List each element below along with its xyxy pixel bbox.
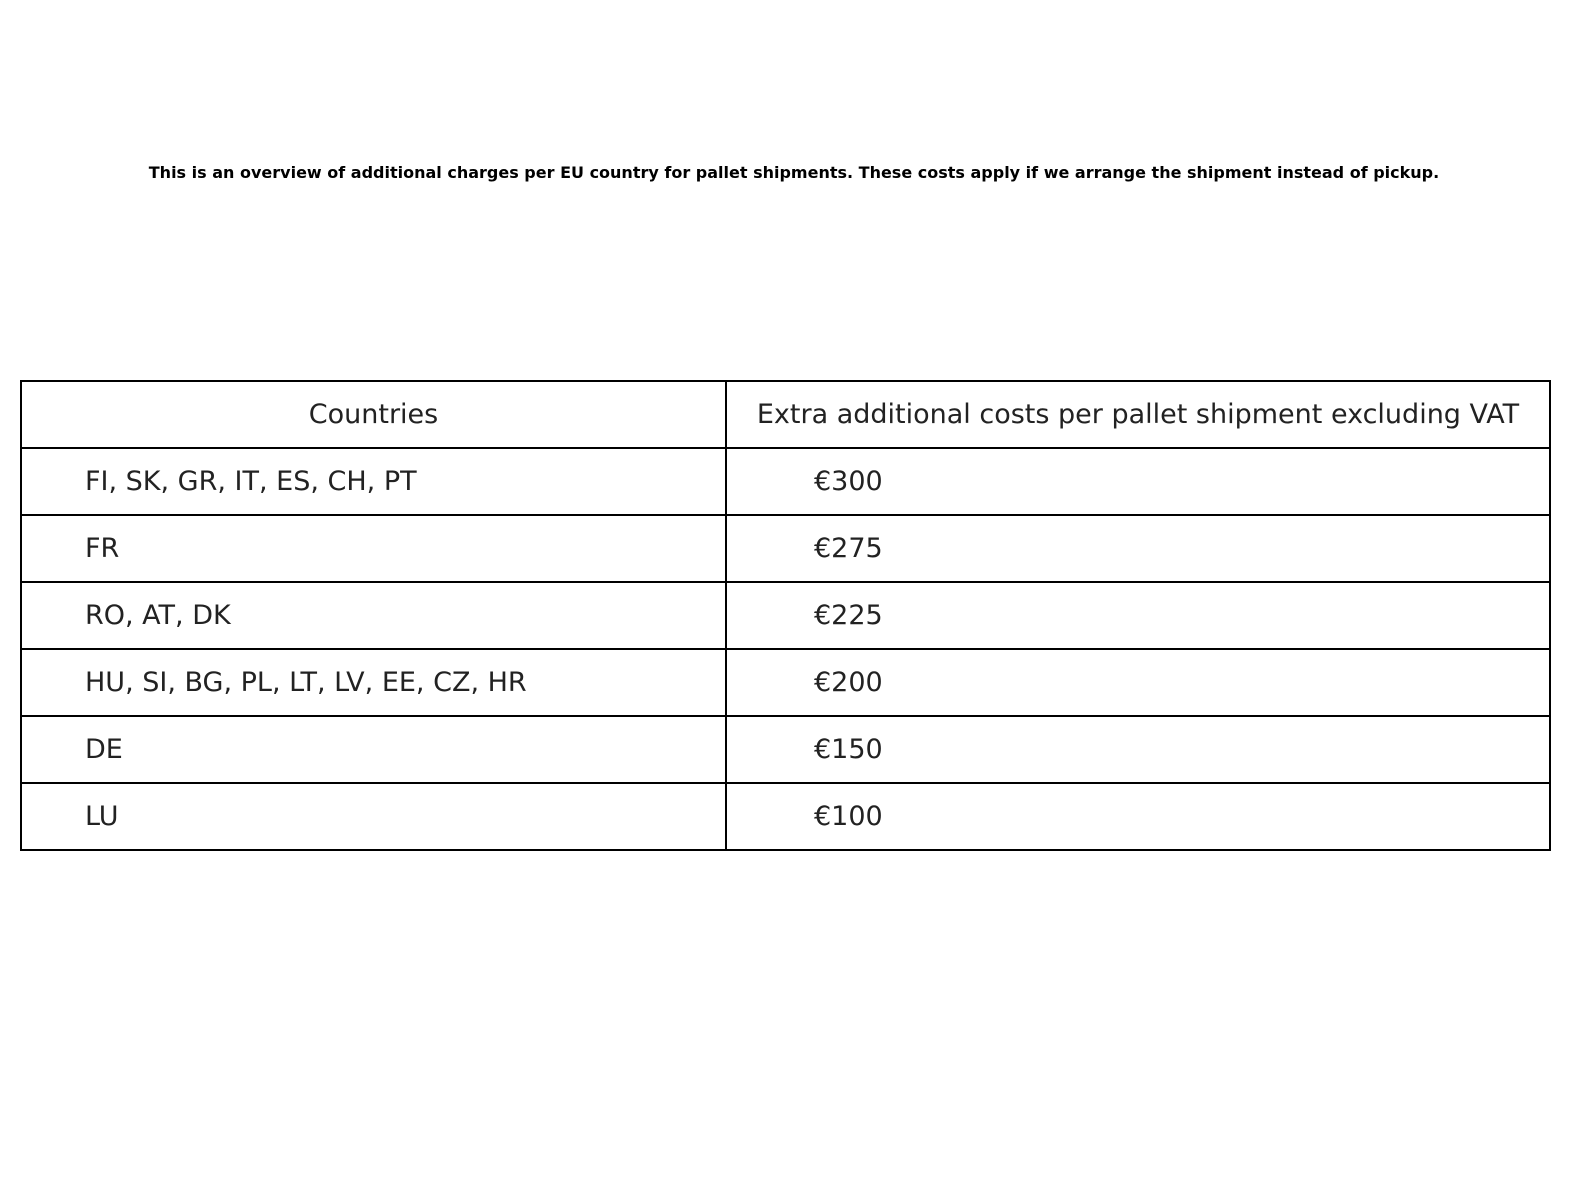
- countries-cell: FR: [20, 514, 727, 583]
- cost-cell: €100: [725, 782, 1551, 851]
- table-caption: This is an overview of additional charge…: [148, 163, 1440, 182]
- table-row: FR €275: [20, 514, 1551, 583]
- cost-cell: €275: [725, 514, 1551, 583]
- charges-table: Countries Extra additional costs per pal…: [20, 380, 1551, 851]
- column-header-countries: Countries: [20, 380, 727, 449]
- header-row: Countries Extra additional costs per pal…: [20, 380, 1551, 449]
- table-row: DE €150: [20, 715, 1551, 784]
- countries-cell: HU, SI, BG, PL, LT, LV, EE, CZ, HR: [20, 648, 727, 717]
- table-row: HU, SI, BG, PL, LT, LV, EE, CZ, HR €200: [20, 648, 1551, 717]
- column-header-costs: Extra additional costs per pallet shipme…: [725, 380, 1551, 449]
- countries-cell: FI, SK, GR, IT, ES, CH, PT: [20, 447, 727, 516]
- cost-cell: €150: [725, 715, 1551, 784]
- cost-cell: €200: [725, 648, 1551, 717]
- cost-cell: €300: [725, 447, 1551, 516]
- countries-cell: DE: [20, 715, 727, 784]
- table-row: LU €100: [20, 782, 1551, 851]
- table-row: FI, SK, GR, IT, ES, CH, PT €300: [20, 447, 1551, 516]
- countries-cell: LU: [20, 782, 727, 851]
- cost-cell: €225: [725, 581, 1551, 650]
- table-row: RO, AT, DK €225: [20, 581, 1551, 650]
- countries-cell: RO, AT, DK: [20, 581, 727, 650]
